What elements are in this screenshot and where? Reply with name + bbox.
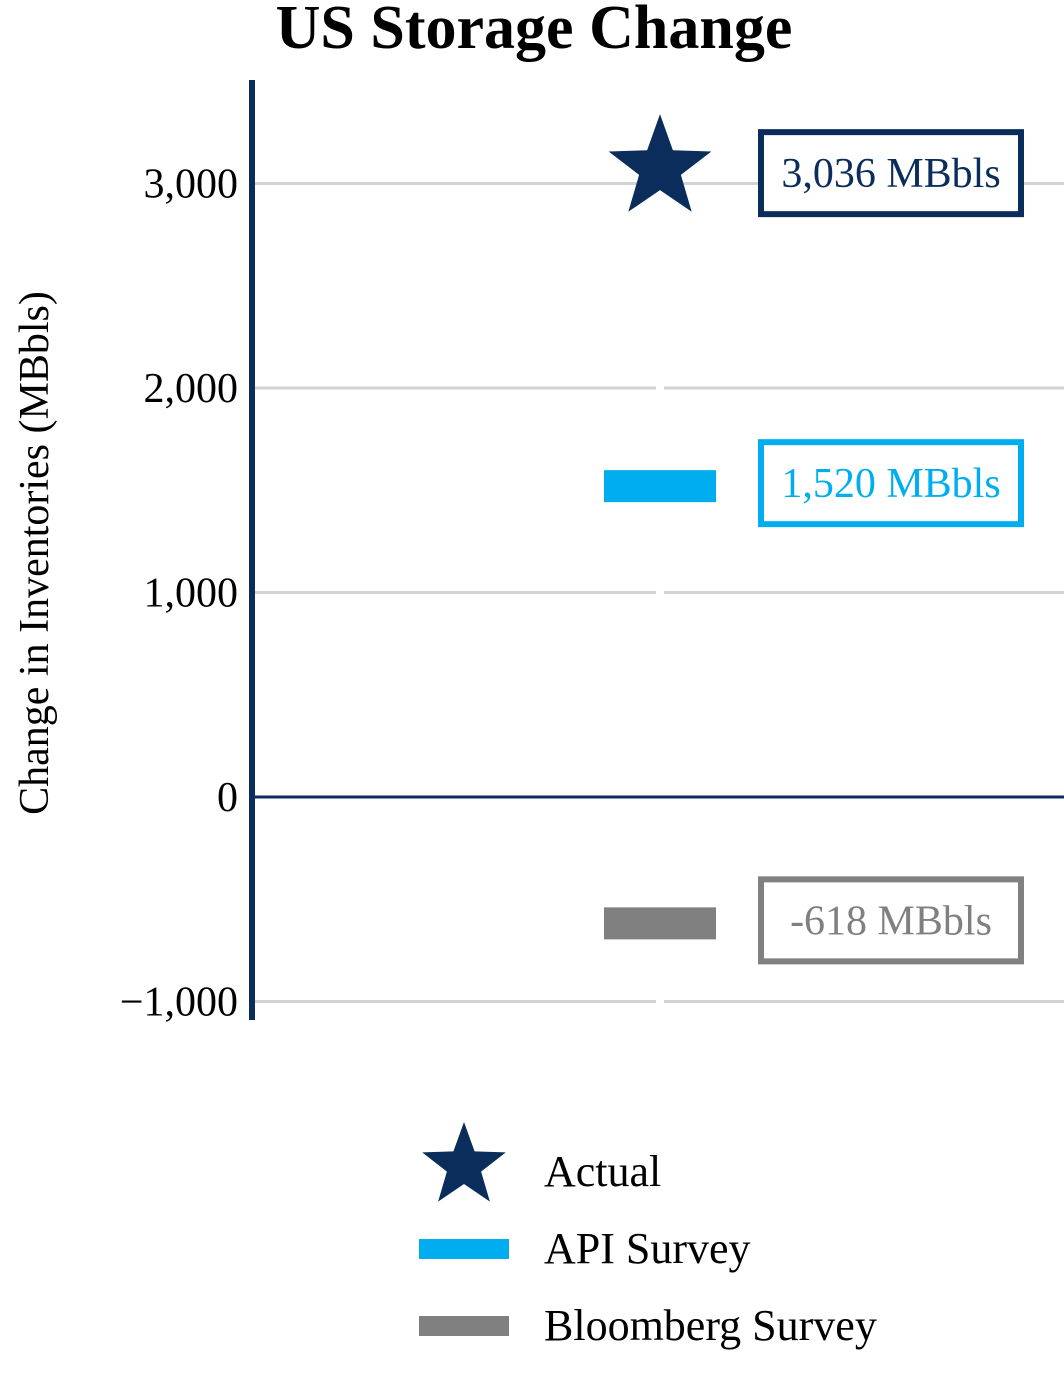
legend-label: Actual [544, 1147, 661, 1196]
y-tick-label: 0 [217, 775, 238, 821]
y-tick-labels: −1,000 0 1,000 2,000 3,000 [120, 162, 238, 1026]
legend-swatch [419, 1239, 509, 1259]
y-tick-label: 1,000 [144, 571, 239, 617]
value-label: 3,036 MBbls [781, 151, 1000, 197]
y-axis-label: Change in Inventories (MBbls) [12, 291, 58, 815]
value-label-box [758, 439, 1024, 528]
actual-star-marker [608, 114, 712, 212]
legend: Actual API Survey Bloomberg Survey [419, 1122, 877, 1350]
legend-label: API Survey [544, 1224, 751, 1273]
chart-title: US Storage Change [276, 0, 793, 62]
value-label-box [758, 876, 1024, 965]
legend-label: Bloomberg Survey [544, 1301, 877, 1350]
value-label: 1,520 MBbls [781, 461, 1000, 507]
y-tick-label: 2,000 [144, 366, 239, 412]
legend-star-icon [422, 1122, 506, 1202]
y-tick-label: 3,000 [144, 162, 239, 208]
data-marks: 3,036 MBbls 1,520 MBbls -618 MBbls [604, 114, 1024, 965]
value-label-box [758, 129, 1024, 218]
bloomberg-survey-marker [604, 907, 716, 940]
gridlines [252, 182, 1064, 1003]
legend-swatch [419, 1316, 509, 1336]
api-survey-marker [604, 470, 716, 503]
value-label: -618 MBbls [790, 898, 992, 944]
y-tick-label: −1,000 [120, 980, 238, 1026]
